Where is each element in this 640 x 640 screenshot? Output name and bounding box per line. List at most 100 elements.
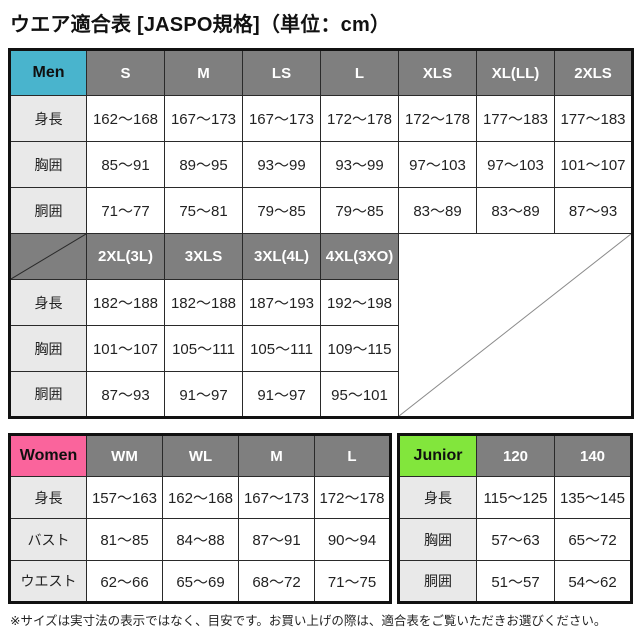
size-header-cell: 120 (476, 434, 555, 477)
value-cell: 65～72 (554, 518, 632, 561)
table-row: 胴囲 71～77 75～81 79～85 79～85 83～89 83～89 8… (9, 187, 633, 234)
value-cell: 105～111 (242, 325, 321, 372)
table-row: 胴囲 87～93 91～97 91～97 95～101 (9, 371, 633, 418)
value-cell: 54～62 (554, 560, 632, 603)
size-header-cell: LS (242, 49, 321, 96)
value-cell: 115～125 (476, 476, 555, 519)
women-size-table: Women WM WL M L 身長 157～163 162～168 167～1… (8, 433, 392, 604)
value-cell: 172～178 (320, 95, 399, 142)
junior-header-row: Junior 120 140 (398, 434, 632, 477)
value-cell: 95～101 (320, 371, 399, 418)
table-row: 身長 115～125 135～145 (398, 476, 632, 519)
value-cell: 162～168 (86, 95, 165, 142)
diagonal-line-icon (399, 234, 631, 416)
size-header-cell: M (164, 49, 243, 96)
size-disclaimer-note: ※サイズは実寸法の表示ではなく、目安です。お買い上げの際は、適合表をご覧いただき… (10, 614, 607, 628)
value-cell: 89～95 (164, 141, 243, 188)
value-cell: 162～168 (162, 476, 239, 519)
value-cell: 87～91 (238, 518, 315, 561)
value-cell: 93～99 (242, 141, 321, 188)
value-cell: 91～97 (242, 371, 321, 418)
junior-corner-cell: Junior (398, 434, 477, 477)
value-cell: 57～63 (476, 518, 555, 561)
value-cell: 65～69 (162, 560, 239, 603)
row-label-cell: 胸囲 (9, 325, 87, 372)
table-row: 胸囲 101～107 105～111 105～111 109～115 (9, 325, 633, 372)
row-label-cell: 身長 (398, 476, 477, 519)
size-header-cell: L (320, 49, 399, 96)
value-cell: 91～97 (164, 371, 243, 418)
table-row: バスト 81～85 84～88 87～91 90～94 (9, 518, 391, 561)
value-cell: 172～178 (314, 476, 391, 519)
value-cell: 83～89 (398, 187, 477, 234)
page-title: ウエア適合表 [JASPO規格]（単位：cm） (10, 14, 391, 36)
women-corner-cell: Women (9, 434, 87, 477)
size-header-cell: 2XLS (554, 49, 633, 96)
table-row: 身長 162～168 167～173 167～173 172～178 172～1… (9, 95, 633, 142)
table-row: ウエスト 62～66 65～69 68～72 71～75 (9, 560, 391, 603)
value-cell: 90～94 (314, 518, 391, 561)
size-header-cell: XLS (398, 49, 477, 96)
value-cell: 167～173 (242, 95, 321, 142)
size-header-cell: WM (86, 434, 163, 477)
table-row: 胴囲 51～57 54～62 (398, 560, 632, 603)
size-header-cell: WL (162, 434, 239, 477)
size-header-cell: S (86, 49, 165, 96)
value-cell: 83～89 (476, 187, 555, 234)
value-cell: 87～93 (554, 187, 633, 234)
table-row: 胸囲 85～91 89～95 93～99 93～99 97～103 97～103… (9, 141, 633, 188)
men-extended-header-row: 2XL(3L) 3XLS 3XL(4L) 4XL(3XO) (9, 233, 633, 418)
value-cell: 97～103 (398, 141, 477, 188)
value-cell: 87～93 (86, 371, 165, 418)
value-cell: 157～163 (86, 476, 163, 519)
value-cell: 182～188 (86, 279, 165, 326)
row-label-cell: 身長 (9, 95, 87, 142)
size-header-cell: 140 (554, 434, 632, 477)
value-cell: 167～173 (164, 95, 243, 142)
value-cell: 62～66 (86, 560, 163, 603)
value-cell: 101～107 (554, 141, 633, 188)
value-cell: 192～198 (320, 279, 399, 326)
value-cell: 85～91 (86, 141, 165, 188)
women-header-row: Women WM WL M L (9, 434, 391, 477)
empty-diagonal-area (398, 233, 633, 418)
row-label-cell: バスト (9, 518, 87, 561)
junior-size-table: Junior 120 140 身長 115～125 135～145 胸囲 57～… (397, 433, 633, 604)
size-header-cell: 2XL(3L) (86, 233, 165, 280)
value-cell: 71～75 (314, 560, 391, 603)
size-header-cell: 3XL(4L) (242, 233, 321, 280)
value-cell: 71～77 (86, 187, 165, 234)
value-cell: 68～72 (238, 560, 315, 603)
size-header-cell: 4XL(3XO) (320, 233, 399, 280)
row-label-cell: 胴囲 (398, 560, 477, 603)
row-label-cell: 身長 (9, 476, 87, 519)
value-cell: 51～57 (476, 560, 555, 603)
diagonal-line-icon (11, 234, 86, 279)
value-cell: 182～188 (164, 279, 243, 326)
row-label-cell: ウエスト (9, 560, 87, 603)
value-cell: 97～103 (476, 141, 555, 188)
size-header-cell: M (238, 434, 315, 477)
value-cell: 101～107 (86, 325, 165, 372)
value-cell: 79～85 (242, 187, 321, 234)
value-cell: 172～178 (398, 95, 477, 142)
size-header-cell: XL(LL) (476, 49, 555, 96)
men-corner-cell: Men (9, 49, 87, 96)
value-cell: 79～85 (320, 187, 399, 234)
table-row: 身長 157～163 162～168 167～173 172～178 (9, 476, 391, 519)
size-header-cell: 3XLS (164, 233, 243, 280)
value-cell: 84～88 (162, 518, 239, 561)
row-label-cell: 胸囲 (9, 141, 87, 188)
value-cell: 81～85 (86, 518, 163, 561)
value-cell: 167～173 (238, 476, 315, 519)
men-size-table: Men S M LS L XLS XL(LL) 2XLS 身長 162～168 … (8, 48, 634, 419)
value-cell: 135～145 (554, 476, 632, 519)
diagonal-corner-cell (9, 233, 87, 280)
row-label-cell: 身長 (9, 279, 87, 326)
value-cell: 105～111 (164, 325, 243, 372)
size-header-cell: L (314, 434, 391, 477)
men-header-row: Men S M LS L XLS XL(LL) 2XLS (9, 49, 633, 96)
row-label-cell: 胴囲 (9, 187, 87, 234)
row-label-cell: 胴囲 (9, 371, 87, 418)
value-cell: 177～183 (554, 95, 633, 142)
